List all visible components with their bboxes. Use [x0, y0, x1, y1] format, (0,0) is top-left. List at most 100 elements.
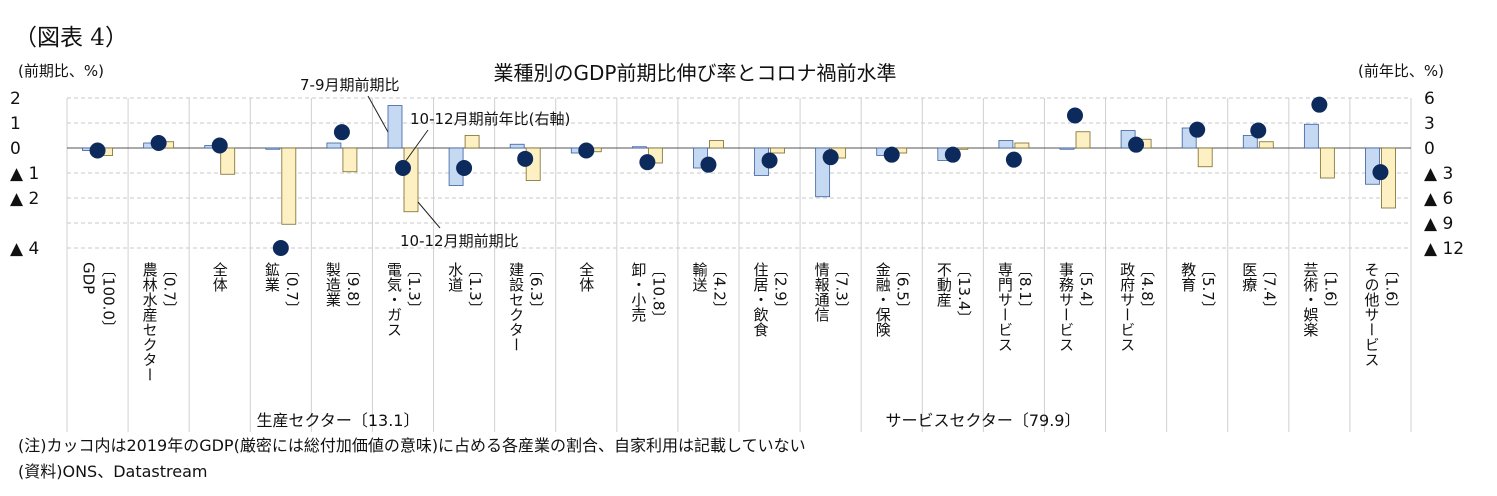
dot-point — [1005, 151, 1022, 168]
category-share-label: 〔13.4〕 — [955, 262, 973, 325]
source-note: (資料)ONS、Datastream — [18, 462, 208, 481]
bar — [770, 147, 785, 154]
dot-point — [1372, 164, 1389, 181]
dot-point — [1067, 107, 1083, 124]
category-share-label: 〔1.3〕 — [466, 262, 484, 316]
category-label: 住居・飲食 — [752, 262, 770, 337]
bar — [1075, 131, 1091, 149]
dot-point — [517, 150, 534, 167]
dot-point — [822, 149, 839, 166]
plot-area: 2 1 0 ▲ 1 ▲ 2 ▲ 4 6 3 0 ▲ 3 ▲ 6 ▲ 9 ▲ 12 GDP 〔100.0〕 農林… — [10, 76, 1464, 432]
right-tick-label: ▲ 6 — [1424, 189, 1453, 209]
left-tick-label: ▲ 2 — [10, 189, 39, 209]
right-tick-label: ▲ 9 — [1424, 214, 1453, 234]
category-label: 不動産 — [935, 262, 953, 308]
dot-point — [578, 142, 595, 159]
group-label: サービスセクター〔79.9〕 — [886, 411, 1081, 430]
annotation-label: 10-12月期前年比(右軸) — [410, 110, 570, 128]
dot-point — [761, 152, 778, 169]
category-share-label: 〔100.0〕 — [100, 262, 118, 335]
category-label: 輸送 — [690, 262, 708, 293]
category-share-label: 〔7.3〕 — [833, 262, 851, 316]
bar — [998, 140, 1014, 149]
category-label: 教育 — [1179, 262, 1197, 292]
dot-point — [333, 124, 350, 141]
category-share-label: 〔4.8〕 — [1138, 262, 1156, 316]
category-share-label: 〔5.4〕 — [1077, 262, 1095, 316]
category-share-label: 〔8.1〕 — [1016, 262, 1034, 316]
right-tick-label: ▲ 12 — [1424, 239, 1464, 259]
category-label: 水道 — [446, 262, 464, 292]
dot-point — [211, 137, 228, 154]
chart-title: 業種別のGDP前期比伸び率とコロナ禍前水準 — [494, 61, 897, 85]
left-tick-label: 2 — [10, 89, 21, 109]
annotation-arrow — [417, 201, 441, 229]
category-label: 製造業 — [324, 262, 342, 307]
bar — [709, 140, 724, 149]
dot-point — [700, 156, 717, 173]
right-tick-label: 0 — [1424, 139, 1435, 159]
category-label: 事務サービス — [1057, 262, 1075, 352]
category-label: 芸術・娯楽 — [1301, 262, 1319, 337]
category-label: その他サービス — [1362, 262, 1380, 367]
bar — [220, 147, 236, 175]
left-tick-label: 0 — [10, 139, 21, 159]
category-share-label: 〔7.4〕 — [1260, 262, 1278, 316]
dot-point — [944, 146, 961, 163]
right-axis-label: (前年比、%) — [1358, 62, 1444, 80]
category-label: 金融・保険 — [874, 262, 892, 337]
category-label: 電気・ガス — [385, 262, 403, 337]
dot-point — [1189, 121, 1206, 138]
bar — [631, 146, 647, 149]
dot-point — [1250, 122, 1267, 139]
bar — [1258, 141, 1274, 149]
dot-point — [150, 135, 167, 151]
category-share-label: 〔1.3〕 — [405, 262, 423, 316]
dot-point — [89, 142, 106, 159]
annotation-label: 7-9月期前期比 — [300, 76, 400, 94]
annotation-label: 10-12月期前期比 — [400, 232, 519, 250]
dot-point — [1128, 136, 1145, 153]
category-label: GDP — [80, 262, 98, 294]
category-share-label: 〔0.7〕 — [283, 262, 301, 316]
dot-point — [883, 146, 900, 163]
bar — [1319, 147, 1335, 179]
category-share-label: 〔6.5〕 — [894, 262, 912, 316]
bar — [509, 143, 525, 149]
category-share-label: 〔2.9〕 — [772, 262, 790, 316]
category-label: 政府サービス — [1118, 262, 1136, 352]
category-label: 情報通信 — [813, 262, 831, 322]
dot-point — [272, 240, 289, 256]
group-label: 生産セクター〔13.1〕 — [257, 411, 420, 430]
annotation-arrow — [404, 129, 429, 163]
category-share-label: 〔10.8〕 — [649, 262, 667, 325]
category-label: 建設セクター — [507, 262, 525, 352]
category-share-label: 〔0.7〕 — [161, 262, 179, 316]
annotation-arrow — [367, 95, 389, 133]
left-tick-label: 1 — [10, 114, 21, 134]
bar — [265, 147, 281, 150]
category-share-label: 〔1.6〕 — [1382, 262, 1400, 316]
category-share-label: 〔9.8〕 — [344, 262, 362, 316]
bar — [1197, 147, 1213, 168]
bar — [1242, 135, 1258, 149]
category-label: 卸・小売 — [629, 262, 647, 323]
bar — [1059, 147, 1075, 150]
bar — [281, 147, 297, 225]
footnote: (注)カッコ内は2019年のGDP(厳密には総付加価値の意味)に占める各産業の割… — [18, 436, 806, 455]
dot-point — [395, 160, 411, 176]
bar — [403, 147, 419, 213]
right-tick-label: ▲ 3 — [1424, 164, 1453, 184]
category-share-label: 〔1.6〕 — [1321, 262, 1339, 316]
bar — [342, 147, 358, 173]
category-share-label: 〔5.7〕 — [1199, 262, 1217, 316]
left-tick-label: ▲ 4 — [10, 239, 39, 259]
right-tick-label: 6 — [1424, 89, 1435, 109]
bar — [387, 105, 403, 149]
right-tick-label: 3 — [1424, 114, 1435, 134]
category-label: 農林水産セクター — [141, 262, 159, 382]
category-label: 全体 — [211, 261, 229, 292]
category-share-label: 〔4.2〕 — [710, 262, 728, 316]
bar — [1303, 123, 1319, 149]
